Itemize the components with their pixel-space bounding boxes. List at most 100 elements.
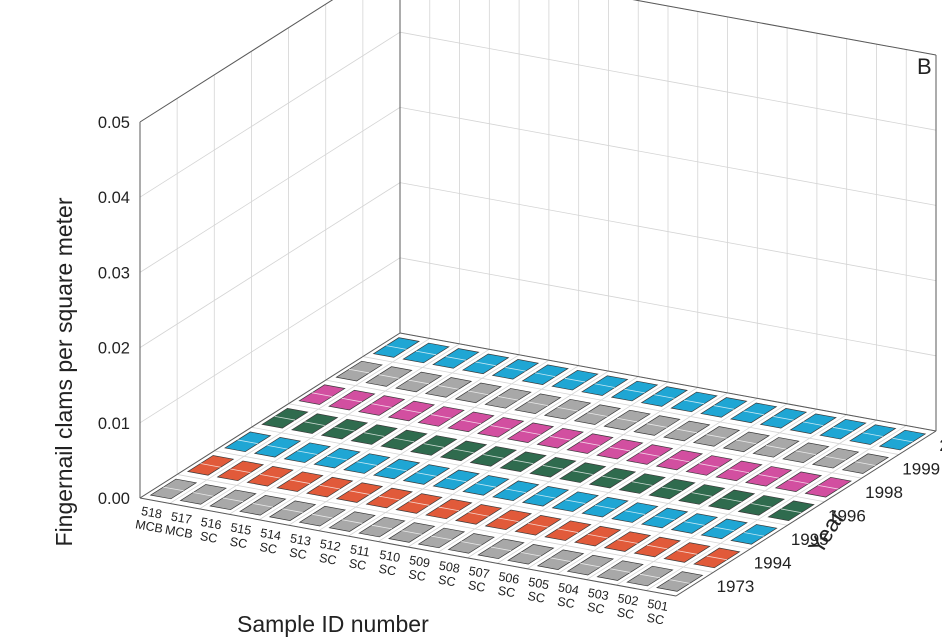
bar-highlight: [594, 383, 615, 388]
bar-highlight: [289, 479, 311, 484]
side-wall-gridline: [139, 0, 333, 123]
bar-highlight: [892, 437, 913, 443]
bar-highlight: [803, 421, 824, 426]
bar-highlight: [520, 430, 541, 436]
bar-highlight: [550, 557, 571, 562]
z-tick-label: 0.04: [98, 189, 130, 207]
x-tick-label: 507SC: [465, 564, 490, 595]
bar-highlight: [460, 419, 482, 425]
bar-highlight: [401, 530, 422, 535]
bar-highlight: [230, 468, 251, 474]
bar-highlight: [431, 535, 452, 541]
chart-bars: [149, 337, 927, 592]
bar-highlight: [684, 521, 705, 526]
bar-highlight: [862, 432, 883, 437]
z-tick-label: 0.01: [98, 415, 130, 433]
bar-highlight: [683, 399, 705, 405]
bar-highlight: [572, 470, 593, 475]
x-tick-label: 503SC: [584, 586, 609, 617]
floor-gridline: [467, 392, 728, 559]
z-tick-label: 0.05: [98, 114, 130, 132]
bar-highlight: [557, 528, 579, 533]
bar-highlight: [773, 416, 794, 421]
bar-highlight: [445, 477, 467, 483]
x-axis-line: [139, 497, 677, 597]
chart-walls: [139, 0, 937, 597]
floor-gridline: [497, 397, 758, 564]
bar-highlight: [475, 483, 497, 488]
bar-highlight: [468, 390, 489, 396]
bar-highlight: [624, 388, 645, 394]
x-tick-label: 502SC: [614, 591, 639, 622]
x-tick-label: 517MCB: [164, 509, 196, 541]
bar-highlight: [379, 495, 400, 501]
bar-highlight: [461, 541, 482, 546]
bar-highlight: [758, 474, 779, 479]
bar-highlight: [267, 444, 288, 450]
bar-highlight: [356, 461, 378, 466]
x-tick-label: 518MCB: [134, 503, 166, 535]
floor-gridline: [407, 381, 669, 548]
x-tick-label: 508SC: [435, 559, 460, 590]
bar-highlight: [691, 492, 712, 497]
y-tick-label: 2000: [939, 436, 942, 455]
bar-highlight: [646, 423, 668, 428]
bar-highlight: [632, 481, 653, 486]
bar-highlight: [468, 512, 489, 517]
floor-gridline: [288, 359, 550, 526]
y-tick-label: 1973: [717, 577, 755, 596]
bar-highlight: [163, 486, 184, 492]
floor-gridline: [251, 426, 788, 526]
bar-highlight: [527, 523, 549, 528]
bar-highlight: [728, 468, 750, 474]
y-tick-label: 1999: [902, 459, 940, 478]
bar-highlight: [624, 510, 646, 515]
floor-gridline: [437, 387, 698, 553]
x-tick-label: 509SC: [406, 553, 431, 584]
x-tick-label: 510SC: [376, 548, 401, 579]
bar-highlight: [378, 374, 400, 379]
bar-highlight: [416, 472, 437, 477]
bar-highlight: [609, 568, 631, 573]
floor-gridline: [318, 365, 579, 532]
bar-highlight: [788, 479, 809, 485]
y-axis-line: [675, 430, 937, 597]
x-tick-label: 513SC: [287, 531, 312, 562]
bar-highlight: [676, 428, 697, 434]
floor-gridline: [556, 408, 818, 575]
x-tick-label: 505SC: [525, 575, 550, 606]
bar-highlight: [669, 579, 690, 584]
top-back-edge: [632, 0, 937, 56]
bar-highlight: [364, 432, 385, 437]
floor-gridline: [288, 403, 825, 503]
bar-highlight: [311, 392, 333, 397]
bar-highlight: [706, 434, 727, 439]
x-tick-label: 514SC: [257, 526, 282, 557]
bar-highlight: [430, 414, 452, 419]
bar-highlight: [661, 486, 683, 492]
side-wall-gridline: [139, 182, 401, 348]
bar-highlight: [616, 417, 638, 423]
y-tick-label: 1998: [865, 483, 903, 502]
bar-highlight: [542, 464, 564, 470]
bar-highlight: [423, 443, 444, 448]
x-tick-label: 511SC: [347, 542, 372, 573]
back-floor-edge: [399, 332, 937, 432]
bar-highlight: [713, 526, 735, 532]
bar-highlight: [490, 546, 512, 552]
floor-gridline: [199, 343, 460, 510]
z-tick-label: 0.02: [98, 340, 130, 358]
bar-highlight: [743, 532, 765, 537]
bar-highlight: [348, 368, 370, 374]
bar-highlight: [706, 555, 728, 561]
bar-highlight: [743, 410, 764, 416]
bar-highlight: [669, 457, 690, 463]
x-axis-title: Sample ID number: [237, 611, 429, 637]
bar-highlight: [282, 508, 303, 513]
bar-highlight: [580, 562, 601, 568]
x-tick-label: 501SC: [644, 597, 669, 628]
bar-highlight: [259, 474, 281, 479]
floor-gridline: [258, 354, 520, 521]
bar-highlight: [274, 415, 296, 421]
bar-highlight: [304, 421, 325, 426]
